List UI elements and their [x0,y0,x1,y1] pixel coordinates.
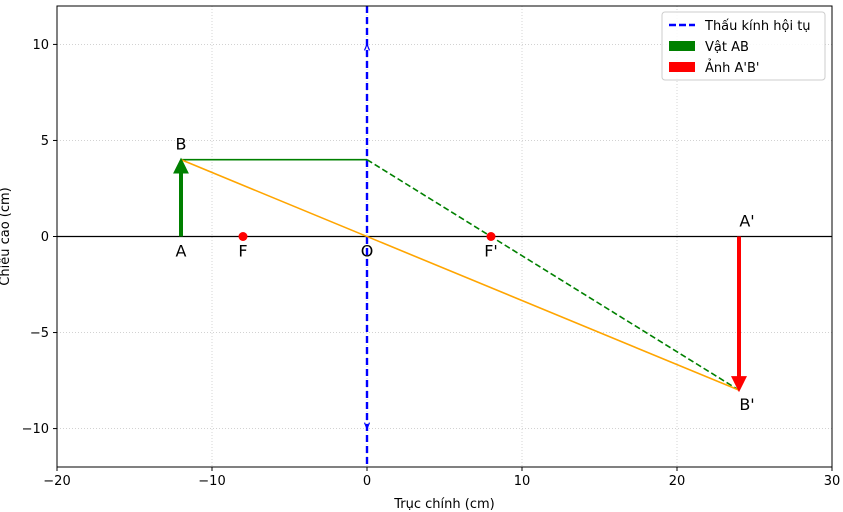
y-tick-label: 10 [32,38,49,53]
focal-point-marker [238,232,248,241]
y-tick-label: 5 [41,134,49,149]
point-label: O [361,242,374,261]
x-tick-label: −20 [43,474,70,489]
y-tick-label: −5 [30,326,49,341]
plot-area: A B F O F' A' B' [57,6,832,467]
legend-swatch [669,62,695,72]
central-ray [180,158,740,391]
point-label: F [238,242,247,261]
x-tick-label: −10 [198,474,225,489]
lens-bottom-arrow [363,422,371,431]
y-tick-label: 0 [41,230,49,245]
x-tick-label: 20 [669,474,686,489]
x-tick-label: 10 [514,474,531,489]
lens-top-arrow [363,42,371,51]
focal-point-marker [486,232,496,241]
refracted-ray [366,158,740,391]
point-label: B [176,135,187,154]
point-label: A' [739,212,754,231]
legend: Thấu kính hội tụ Vật AB Ảnh A'B' [661,11,826,81]
x-tick-label: 0 [363,474,371,489]
legend-label: Ảnh A'B' [705,59,759,76]
x-tick-label: 30 [824,474,841,489]
y-tick-label: −10 [22,422,49,437]
point-label: A [176,242,187,261]
point-label: B' [739,395,754,414]
legend-swatch [669,41,695,51]
ticks: −20 −10 0 10 20 30 −10 −5 0 5 10 [22,38,841,489]
legend-label: Thấu kính hội tụ [704,19,811,34]
legend-label: Vật AB [705,40,749,55]
y-axis-label: Chiều cao (cm) [0,187,13,285]
point-label: F' [484,242,498,261]
x-axis-label: Trục chính (cm) [393,497,494,512]
legend-box [661,11,826,81]
